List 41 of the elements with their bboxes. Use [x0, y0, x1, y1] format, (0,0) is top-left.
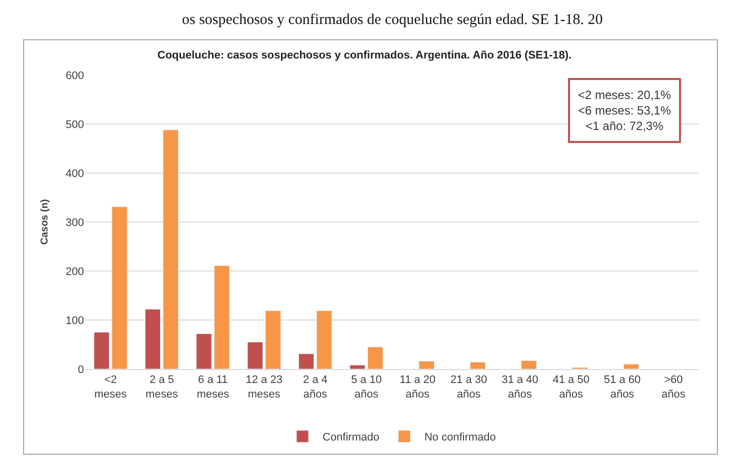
bar: [470, 362, 486, 369]
bar: [350, 364, 366, 369]
bar: [316, 310, 332, 369]
x-tick-label: 5 a 10 años: [351, 374, 382, 400]
y-tick-label: 400: [66, 168, 84, 180]
bar: [196, 333, 212, 369]
bar: [214, 265, 230, 369]
bar: [162, 130, 179, 369]
bar: [418, 360, 434, 369]
bar: [144, 308, 161, 369]
bar: [298, 354, 314, 369]
legend-label: Confirmado: [322, 432, 380, 444]
bar: [94, 332, 110, 369]
bar: [521, 360, 537, 369]
x-tick-label: 21 a 30 años: [450, 374, 488, 400]
y-tick-label: 0: [78, 364, 84, 376]
bar: [368, 346, 384, 369]
bar: [247, 342, 263, 369]
x-tick-label: 41 a 50 años: [552, 374, 590, 400]
y-tick-label: 500: [66, 118, 84, 131]
x-tick-label: 11 a 20 años: [400, 374, 436, 400]
x-tick-label: 31 a 40 años: [502, 374, 538, 400]
x-tick-label: <2 meses: [94, 374, 128, 400]
annotation: <2 meses: 20,1% <6 meses: 53,1% <1 año: 72,3%: [578, 88, 672, 134]
y-tick-label: 600: [66, 70, 84, 82]
chart-title: Coqueluche: casos sospechosos y confirmados. Argentina. Año 2016 (SE1-18).: [157, 50, 572, 62]
x-tick-label: >60 años: [661, 374, 686, 400]
y-tick-label: 100: [66, 314, 84, 327]
x-tick-label: 12 a 23 meses: [246, 374, 282, 400]
x-tick-label: 51 a 60 años: [604, 374, 641, 400]
bar: [623, 364, 640, 369]
bar: [112, 206, 128, 369]
y-tick-label: 300: [66, 216, 84, 229]
legend-label: No confirmado: [424, 432, 496, 444]
y-axis-title: Casos (n): [40, 199, 51, 245]
x-tick-label: 2 a 4 años: [303, 374, 328, 400]
bar: [265, 310, 281, 369]
text: os sospechosos y confirmados de coqueluche según edad. SE 1-18. 20: [182, 12, 603, 28]
y-tick-label: 200: [66, 266, 84, 278]
x-tick-label: 2 a 5 meses: [146, 374, 178, 400]
x-tick-label: 6 a 11 meses: [196, 374, 230, 400]
